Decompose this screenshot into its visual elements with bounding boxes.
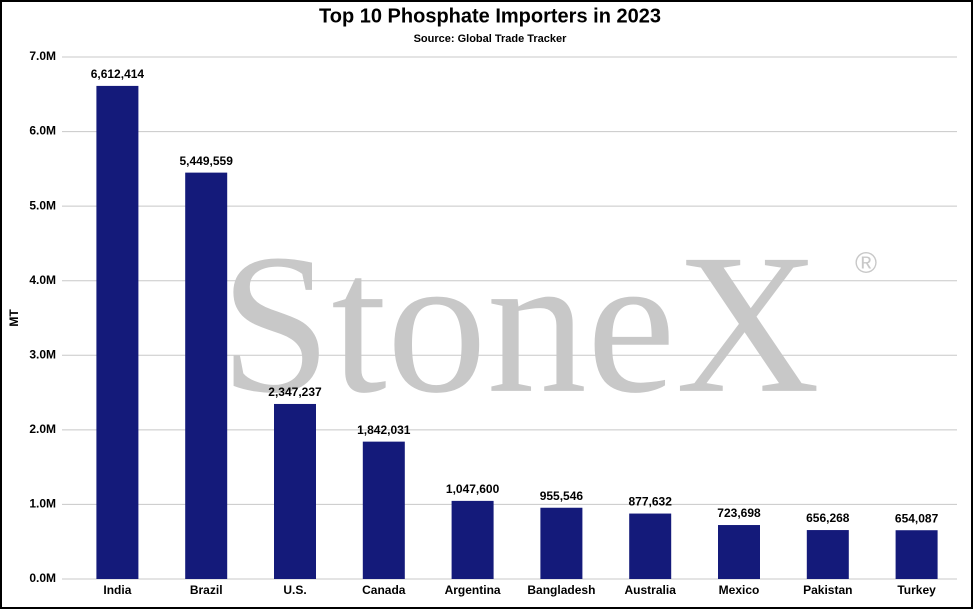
watermark: StoneX: [220, 214, 820, 435]
y-tick-label: 7.0M: [29, 49, 56, 63]
value-label: 2,347,237: [268, 385, 322, 399]
y-tick-label: 1.0M: [29, 497, 56, 511]
x-tick-label: Pakistan: [803, 583, 852, 597]
x-tick-label: India: [103, 583, 131, 597]
x-tick-label: Brazil: [190, 583, 223, 597]
x-tick-label: Mexico: [719, 583, 760, 597]
x-tick-label: Turkey: [897, 583, 936, 597]
bar: [629, 513, 672, 579]
value-label: 877,632: [629, 495, 673, 509]
value-label: 1,842,031: [357, 423, 411, 437]
bar: [185, 172, 228, 580]
y-tick-label: 6.0M: [29, 124, 56, 138]
x-tick-label: Argentina: [445, 583, 501, 597]
y-axis-label: MT: [7, 309, 21, 327]
watermark-mark: ®: [855, 247, 877, 280]
value-label: 656,268: [806, 511, 850, 525]
value-label: 1,047,600: [446, 482, 500, 496]
y-tick-label: 2.0M: [29, 422, 56, 436]
value-label: 6,612,414: [91, 67, 145, 81]
bar: [806, 530, 849, 579]
bar: [96, 85, 139, 580]
bar: [362, 441, 405, 579]
y-tick-label: 4.0M: [29, 273, 56, 287]
bar: [274, 403, 316, 579]
y-tick-label: 3.0M: [29, 347, 56, 361]
value-label: 955,546: [540, 489, 584, 503]
x-tick-label: Canada: [362, 583, 406, 597]
x-tick-label: Bangladesh: [527, 583, 595, 597]
x-tick-label: Australia: [625, 583, 677, 597]
chart-subtitle: Source: Global Trade Tracker: [414, 33, 568, 45]
y-tick-label: 0.0M: [29, 571, 56, 585]
value-label: 5,449,559: [180, 154, 234, 168]
value-label: 723,698: [717, 506, 761, 520]
chart-title: Top 10 Phosphate Importers in 2023: [319, 5, 661, 27]
x-tick-label: U.S.: [283, 583, 306, 597]
value-label: 654,087: [895, 511, 939, 525]
y-tick-label: 5.0M: [29, 198, 56, 212]
bar: [540, 507, 583, 579]
bar: [895, 530, 938, 579]
bar: [718, 525, 760, 579]
bar: [451, 500, 494, 579]
